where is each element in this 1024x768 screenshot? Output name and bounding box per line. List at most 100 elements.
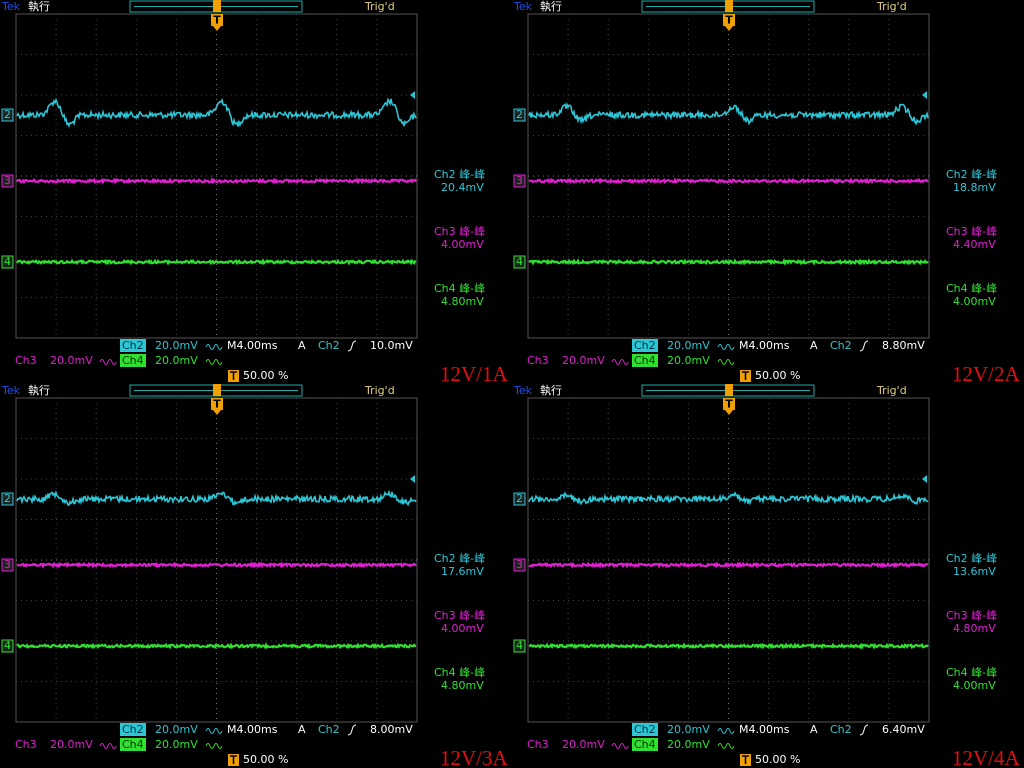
marker-label: 3 [4,174,11,187]
trace [528,177,929,185]
ch2-scale: 20.0mV [667,339,710,352]
trace [16,177,417,185]
trigger-position: 50.00 % [243,369,288,382]
channel-marker: 3 [1,174,14,188]
measurement-value: 4.00mV [441,622,484,635]
marker-label: 2 [4,492,11,505]
measurement-label: Ch2 峰-峰 [946,552,997,565]
channel-marker: 3 [513,558,526,572]
marker-label: 3 [516,558,523,571]
timebase: M4.00ms [227,723,278,736]
trigger-pos-top [213,0,221,12]
ch2-label: Ch2 [634,723,656,736]
trigger-pos-icon [742,755,749,764]
trace [528,258,929,266]
trigger-marker-box [211,398,223,410]
trigger-pos-icon [742,371,749,380]
trace [528,491,929,506]
ch3-label: Ch3 [527,738,549,751]
measurement-label: Ch4 峰-峰 [946,282,997,295]
bw-icon [205,743,223,749]
measurement-value: 18.8mV [953,181,996,194]
caption: 12V/3A [440,746,509,768]
trigger-level: 6.40mV [882,723,925,736]
ch4-label: Ch4 [634,738,656,751]
slope-icon [859,724,869,736]
bw-icon [99,743,117,749]
marker-label: 2 [516,108,523,121]
marker-box [1,255,14,269]
trigger-source: Ch2 [830,723,852,736]
ch3-scale: 20.0mV [50,354,93,367]
scope-panel: 2 3 4 Tek 執行 Trig'd T Ch2 峰-峰20.4mV Ch3 峰-峰4.00m… [1,0,509,386]
ch4-box [120,354,146,367]
marker-label: 2 [4,108,11,121]
trigger-level: 10.0mV [370,339,413,352]
marker-label: 2 [516,492,523,505]
scope-panel: 2 3 4 Tek 執行 Trig'd T Ch2 峰-峰13.6mV Ch3 峰-峰4.80m… [513,384,1021,768]
timebase: M4.00ms [227,339,278,352]
channel-marker: 4 [513,639,526,653]
ch4-label: Ch4 [122,354,144,367]
scope-panel: 2 3 4 Tek 執行 Trig'd T Ch2 峰-峰17.6mV Ch3 峰-峰4.00m… [1,384,509,768]
measurement-value: 4.00mV [441,238,484,251]
measurement-value: 13.6mV [953,565,996,578]
bw-icon [717,344,735,350]
measurement-label: Ch2 峰-峰 [434,168,485,181]
channel-marker: 2 [1,492,14,506]
ch3-scale: 20.0mV [50,738,93,751]
brand: Tek [513,0,533,13]
ch2-box [632,723,658,736]
channel-marker: 3 [1,558,14,572]
trace [16,97,417,128]
marker-box [513,558,526,572]
trigger-mode: A [810,339,818,352]
marker-box [513,108,526,122]
measurement-label: Ch3 峰-峰 [946,225,997,238]
marker-box [1,108,14,122]
bw-icon [205,728,223,734]
trigger-pos-icon [230,755,237,764]
measurement-label: Ch3 峰-峰 [434,225,485,238]
brand: Tek [513,384,533,397]
trigger-pos-top [725,384,733,396]
trace [16,642,417,650]
marker-box [513,174,526,188]
trigger-marker-box [211,14,223,26]
measurement-value: 4.80mV [441,679,484,692]
ch2-scale: 20.0mV [155,339,198,352]
marker-box [513,639,526,653]
marker-box [1,492,14,506]
trigger-arrow [213,410,221,415]
measurement-label: Ch3 峰-峰 [434,609,485,622]
ch2-scale: 20.0mV [155,723,198,736]
marker-box [1,174,14,188]
bw-icon [205,344,223,350]
measurement-value: 4.80mV [953,622,996,635]
run-status: 執行 [28,0,50,13]
marker-box [1,558,14,572]
bw-icon [717,359,735,365]
marker-label: 3 [516,174,523,187]
channel-marker: 2 [1,108,14,122]
measurement-label: Ch4 峰-峰 [946,666,997,679]
ch2-box [120,339,146,352]
trigger-source: Ch2 [318,723,340,736]
level-arrow [410,475,415,483]
channel-marker: 4 [1,255,14,269]
measurement-value: 20.4mV [441,181,484,194]
bw-icon [99,359,117,365]
slope-icon [347,340,357,352]
marker-label: 4 [4,255,11,268]
marker-label: 4 [516,639,523,652]
run-status: 執行 [28,384,50,397]
measurement-label: Ch2 峰-峰 [946,168,997,181]
trigger-mode: A [298,339,306,352]
timebase: M4.00ms [739,339,790,352]
trace [528,101,929,126]
trigger-mode: A [298,723,306,736]
trigger-marker: T [213,398,221,411]
trigger-marker-box [723,14,735,26]
run-status: 執行 [540,0,562,13]
